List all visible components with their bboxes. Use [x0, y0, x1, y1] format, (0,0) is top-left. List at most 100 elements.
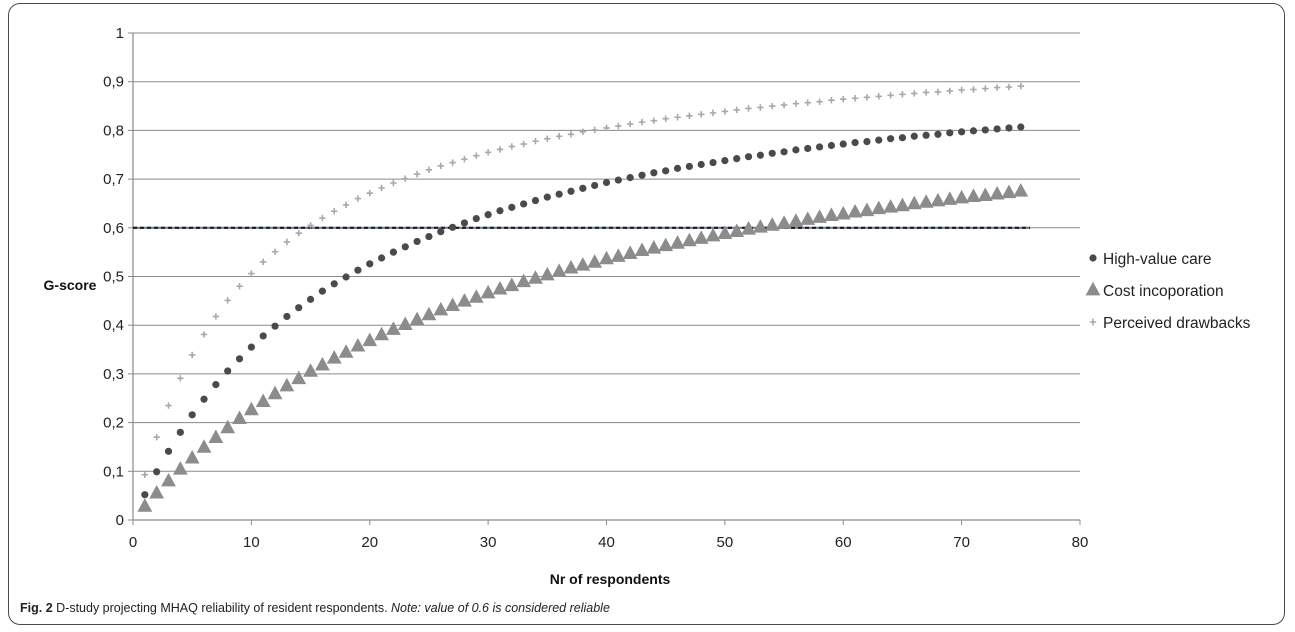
data-point: [934, 130, 942, 138]
y-tick-label: 0,5: [103, 269, 124, 286]
data-point: [306, 295, 315, 303]
data-point: [982, 85, 989, 92]
data-point: [492, 280, 508, 295]
data-point: [614, 176, 622, 184]
axes: [128, 32, 1081, 525]
data-point: [283, 238, 291, 246]
g-score-chart: 0 0,1 0,2 0,3 0,4 0,5 0,6 0,7 0,8 0,9 1 0 10 20 30 40 5…: [44, 25, 1251, 587]
data-point: [646, 240, 662, 254]
data-point: [532, 137, 539, 145]
data-point: [1005, 124, 1013, 132]
data-point: [757, 104, 764, 111]
data-point: [603, 124, 610, 132]
y-tick-label: 0,3: [103, 366, 124, 383]
data-point: [271, 248, 279, 255]
data-point: [776, 215, 792, 229]
data-point: [366, 190, 373, 197]
data-point: [698, 111, 705, 118]
data-point: [177, 375, 184, 382]
data-point: [149, 485, 165, 499]
legend-marker: [1089, 318, 1097, 326]
data-point: [137, 498, 153, 512]
data-point: [555, 190, 563, 198]
data-point: [804, 99, 811, 106]
data-point: [839, 140, 847, 148]
data-point: [374, 326, 389, 341]
data-point: [153, 468, 161, 476]
data-point: [650, 117, 658, 124]
data-point: [827, 141, 836, 150]
data-point: [753, 219, 768, 233]
data-point: [362, 332, 378, 347]
data-point: [390, 179, 397, 187]
data-point: [555, 133, 563, 140]
data-point: [768, 149, 776, 157]
data-point: [378, 184, 385, 192]
data-point: [851, 95, 859, 102]
data-point: [674, 114, 681, 121]
data-point: [176, 428, 184, 436]
data-point: [1017, 123, 1025, 131]
data-point: [851, 138, 859, 147]
y-tick-label: 0,8: [103, 122, 124, 139]
data-point: [243, 401, 259, 416]
data-point: [670, 235, 685, 249]
data-point: [587, 254, 603, 268]
data-point: [769, 102, 776, 110]
data-point: [693, 230, 709, 244]
data-point: [626, 174, 634, 182]
data-point: [212, 381, 220, 389]
data-point: [567, 131, 575, 138]
data-point: [863, 138, 871, 146]
data-point: [342, 201, 350, 209]
x-tick-label: 50: [717, 534, 734, 551]
data-point: [930, 192, 946, 207]
data-point: [824, 207, 839, 221]
data-point: [224, 367, 232, 375]
data-point: [686, 112, 693, 119]
data-point: [863, 94, 871, 101]
data-point: [756, 151, 764, 159]
data-point: [887, 135, 895, 143]
data-point: [993, 84, 1001, 91]
x-tick-label: 80: [1072, 534, 1089, 551]
data-point: [847, 204, 863, 218]
data-point: [267, 385, 283, 400]
data-point: [445, 297, 460, 312]
data-point: [389, 248, 398, 256]
data-point: [520, 200, 528, 208]
data-point: [200, 331, 208, 338]
data-point: [871, 200, 887, 215]
data-point: [721, 156, 729, 165]
data-point: [815, 143, 824, 151]
data-point: [764, 217, 780, 231]
data-point: [496, 207, 504, 215]
data-point: [895, 197, 910, 212]
data-point: [484, 211, 492, 219]
data-point: [531, 196, 540, 205]
y-tick-label: 1: [116, 25, 124, 42]
data-point: [733, 155, 741, 163]
data-point: [626, 120, 634, 128]
x-tick-label: 20: [361, 534, 378, 551]
data-point: [421, 306, 437, 321]
legend: High-value care Cost incoporation Perceive…: [1085, 251, 1251, 332]
data-point: [504, 277, 520, 292]
data-point: [141, 471, 149, 478]
data-point: [602, 178, 611, 187]
legend-label: Cost incoporation: [1103, 283, 1224, 300]
data-point: [883, 199, 898, 213]
data-point: [247, 343, 255, 351]
data-point: [457, 293, 472, 307]
y-tick-label: 0,6: [103, 220, 124, 237]
data-point: [161, 472, 176, 487]
data-point: [946, 129, 954, 137]
data-point: [318, 287, 326, 295]
data-point: [599, 250, 614, 265]
data-point: [638, 171, 646, 179]
data-point: [859, 202, 875, 217]
data-point: [496, 146, 504, 153]
data-point: [153, 434, 160, 441]
data-point: [745, 105, 752, 112]
data-point: [662, 167, 670, 175]
